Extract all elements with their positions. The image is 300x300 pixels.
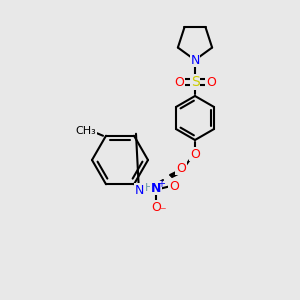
Text: O: O <box>174 76 184 88</box>
Text: S: S <box>190 75 200 89</box>
Text: O: O <box>176 161 186 175</box>
Text: ⁻: ⁻ <box>159 205 165 218</box>
Text: H: H <box>145 183 153 193</box>
Text: O: O <box>190 148 200 160</box>
Text: O: O <box>206 76 216 88</box>
Text: N: N <box>151 182 161 195</box>
Text: O: O <box>169 180 179 193</box>
Text: O: O <box>151 201 161 214</box>
Text: N: N <box>190 53 200 67</box>
Text: +: + <box>157 179 165 189</box>
Text: N: N <box>134 184 144 196</box>
Text: CH₃: CH₃ <box>76 126 96 136</box>
